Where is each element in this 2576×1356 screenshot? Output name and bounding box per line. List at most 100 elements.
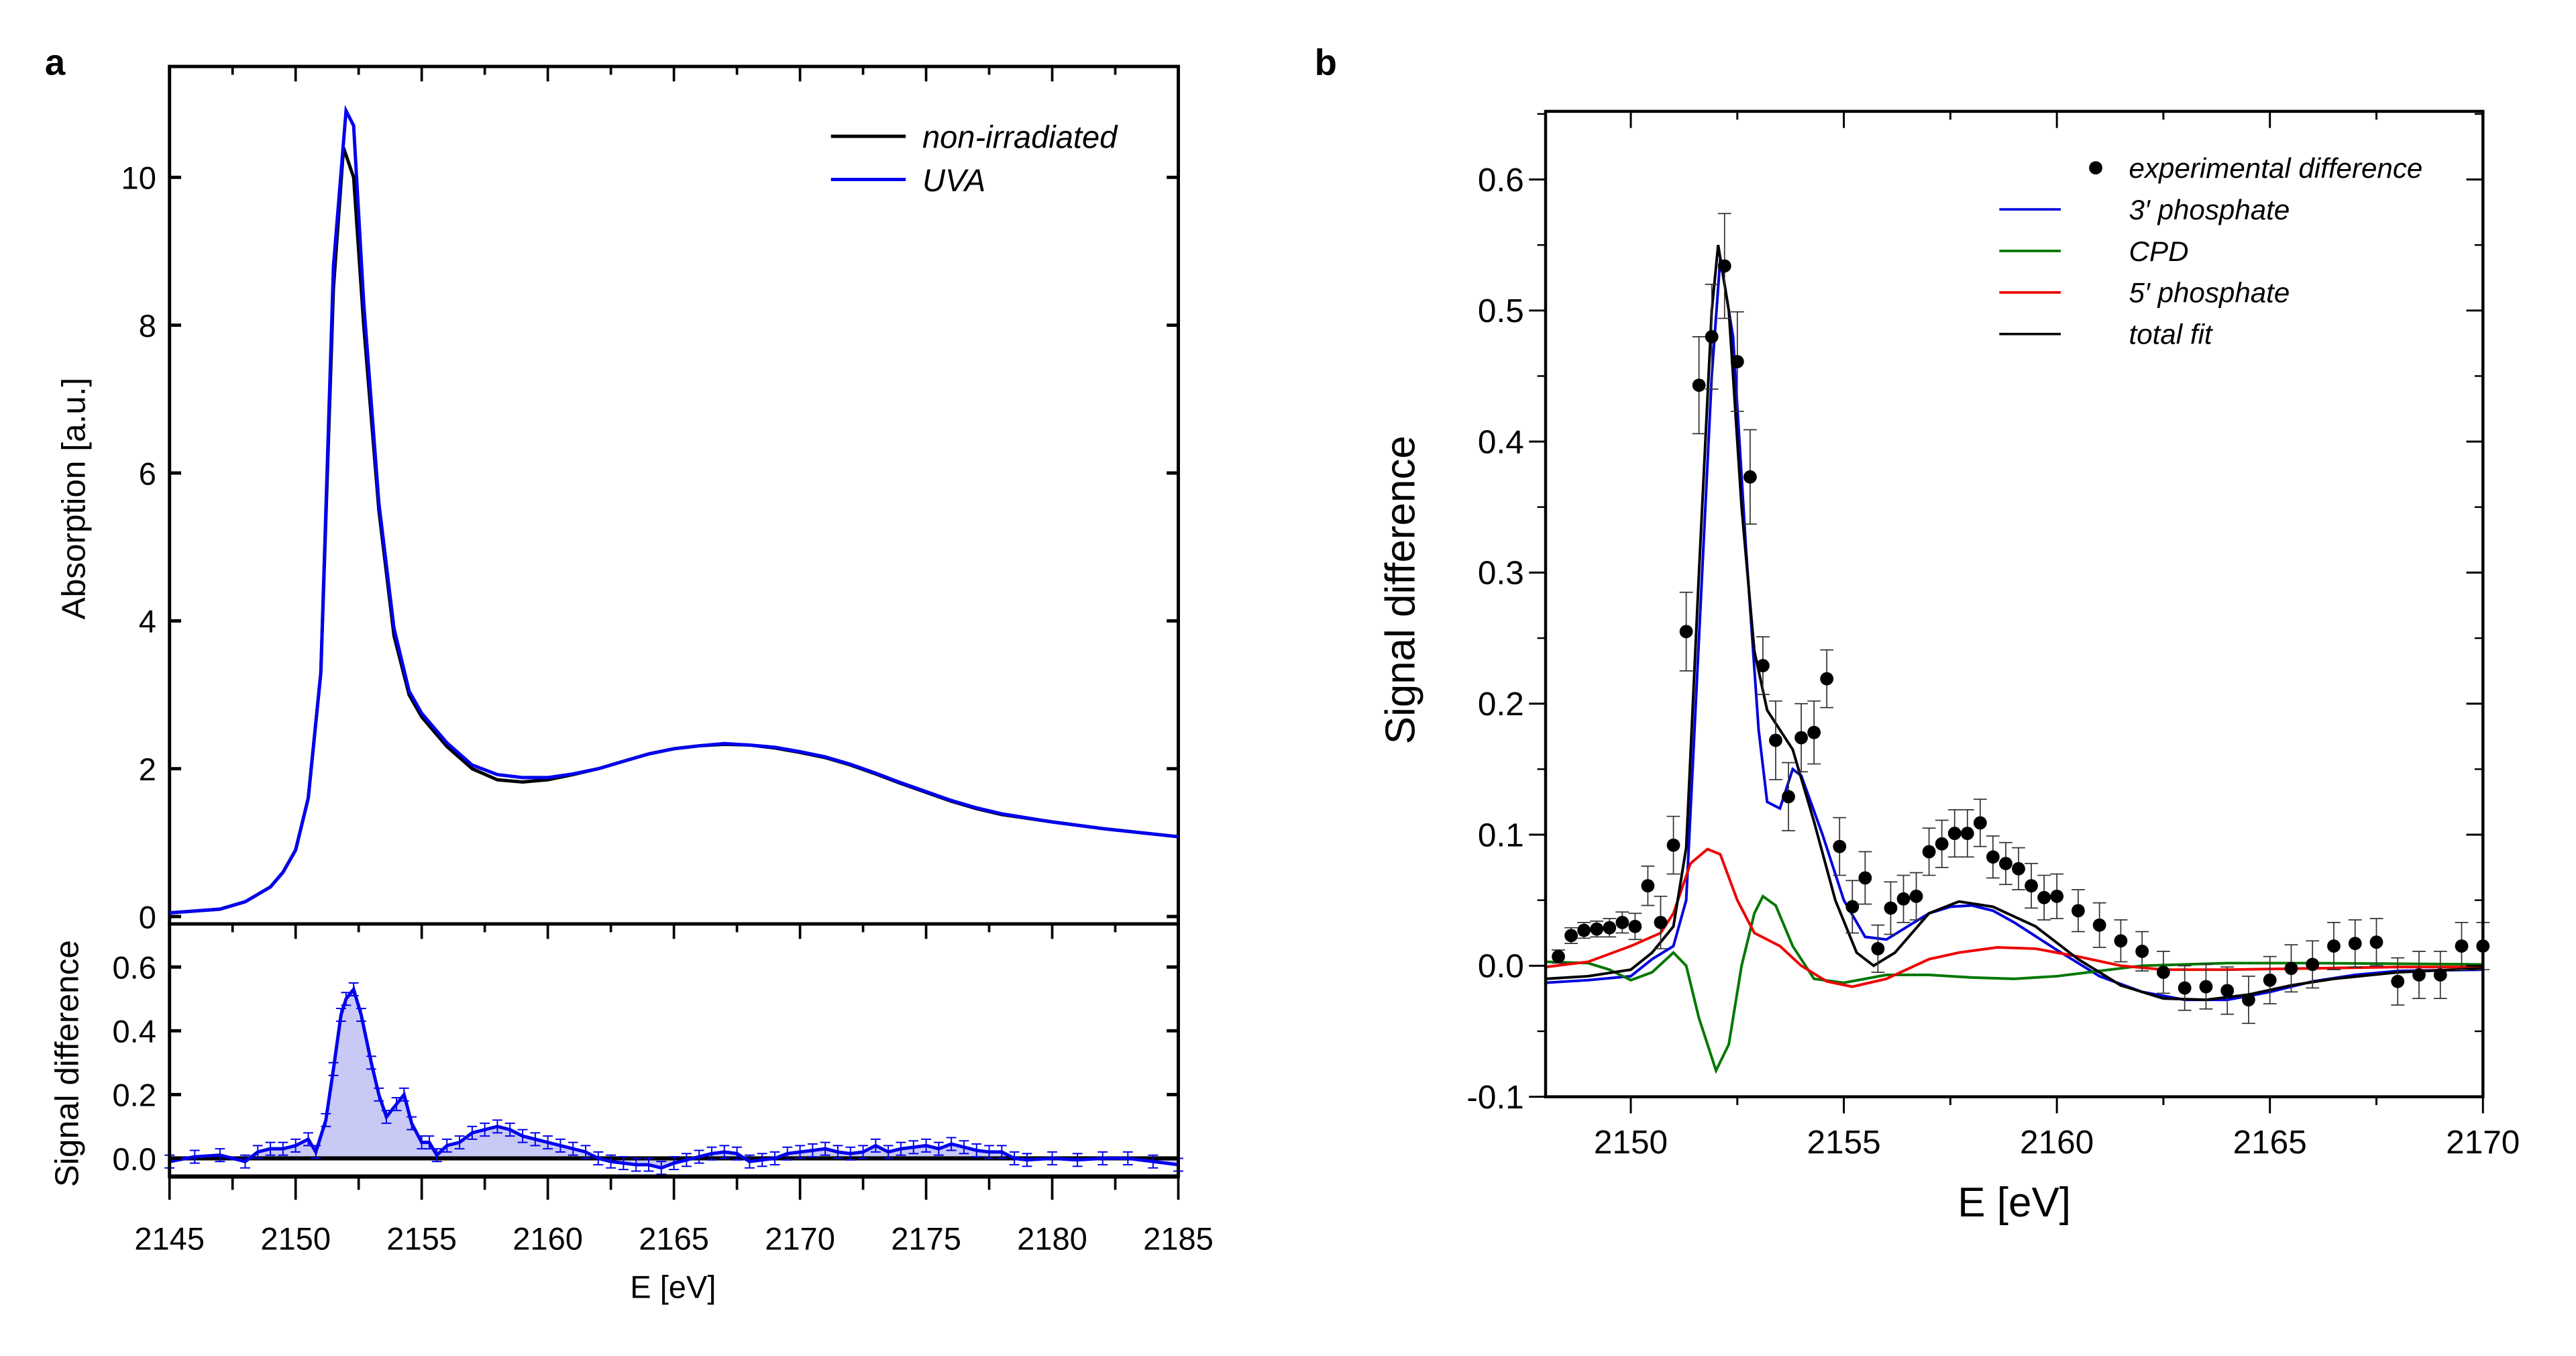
experimental-point [1654, 915, 1668, 929]
y-tick-label: 0 [139, 899, 156, 935]
panel-label-a: a [45, 42, 66, 83]
experimental-point [2263, 973, 2277, 987]
x-tick-label: 2170 [765, 1220, 835, 1256]
experimental-point [1564, 929, 1578, 943]
y-tick-label: 0.6 [112, 950, 156, 986]
legend-label-5-phosphate: 5′ phosphate [2129, 277, 2290, 309]
experimental-point [1833, 839, 1847, 853]
experimental-point [1730, 355, 1744, 368]
legend-label-non-irradiated: non-irradiated [922, 119, 1118, 154]
experimental-point [2071, 904, 2085, 918]
legend-label-total-fit: total fit [2129, 319, 2214, 350]
experimental-point [2114, 934, 2128, 948]
experimental-point [1743, 470, 1757, 484]
experimental-point [1986, 850, 2000, 864]
y-tick-label: 0.2 [112, 1078, 156, 1113]
experimental-point [2178, 981, 2192, 995]
experimental-point [2284, 961, 2298, 976]
y-tick-label: 10 [121, 160, 156, 196]
x-tick-label: 2155 [386, 1220, 457, 1256]
experimental-point [1794, 731, 1808, 745]
experimental-point [1615, 915, 1629, 929]
experimental-point [1577, 923, 1591, 937]
experimental-point [1999, 857, 2012, 870]
experimental-point [2412, 968, 2426, 982]
panel-a-absorption-plot: Absorption [a.u.] non-irradiated UVA 0 2 4… [55, 64, 1180, 935]
experimental-point [2025, 879, 2038, 893]
fit-line-cpd [1545, 894, 2483, 1074]
experimental-point [1909, 889, 1923, 903]
y-tick-label: 0.0 [112, 1141, 156, 1177]
experimental-point [1679, 625, 1693, 639]
legend: non-irradiated UVA [830, 119, 1118, 198]
y-tick-label: 0.1 [1478, 817, 1524, 853]
y-tick-label: 4 [139, 604, 156, 639]
x-tick-label: 2165 [2233, 1124, 2307, 1161]
y-tick-label: 0.2 [1478, 686, 1524, 723]
experimental-point [1552, 949, 1565, 963]
y-tick-label: 2 [139, 751, 156, 787]
experimental-point [2135, 944, 2149, 958]
x-tick-label: 2160 [2020, 1124, 2094, 1161]
panel-b-fit-plot: Signal difference E [eV] experimental di… [1377, 109, 2520, 1226]
x-tick-label: 2175 [891, 1220, 961, 1256]
fit-line-total-fit [1545, 244, 2483, 1002]
experimental-point [1947, 827, 1962, 840]
experimental-point [1666, 838, 1680, 852]
y-tick-label: 0.4 [1478, 423, 1524, 460]
experimental-point [2037, 890, 2051, 904]
experimental-point [1820, 672, 1834, 686]
experimental-point [2327, 939, 2341, 953]
series-line-uva [169, 105, 1179, 915]
y-tick-label: 6 [139, 456, 156, 491]
panel-label-b: b [1315, 42, 1337, 83]
experimental-point [1590, 922, 1604, 936]
x-tick-label: 2150 [260, 1220, 331, 1256]
experimental-point [1756, 659, 1770, 672]
experimental-point [1935, 837, 1949, 851]
experimental-point [1705, 329, 1719, 344]
y-axis-label: Signal difference [1377, 435, 1424, 744]
plot-frame [168, 64, 1180, 926]
experimental-point [2455, 939, 2469, 953]
experimental-point [2369, 935, 2383, 949]
y-tick-label: 0.4 [112, 1014, 156, 1049]
experimental-point [2012, 862, 2025, 876]
experimental-point [1871, 942, 1885, 955]
experimental-point [2092, 918, 2106, 932]
legend: experimental difference 3′ phosphate CPD… [1999, 152, 2422, 350]
x-tick-label: 2165 [639, 1220, 709, 1256]
legend-marker-experimental [2089, 161, 2102, 175]
x-tick-label: 2145 [134, 1220, 205, 1256]
x-tick-label: 2150 [1594, 1124, 1668, 1161]
experimental-point [1769, 733, 1782, 747]
x-tick-label: 2185 [1143, 1220, 1214, 1256]
x-tick-label: 2160 [513, 1220, 583, 1256]
experimental-point [1896, 892, 1911, 906]
experimental-point [1845, 900, 1860, 914]
experimental-point [2391, 974, 2405, 988]
y-tick-label: 8 [139, 308, 156, 344]
series-line-non-irradiated [169, 147, 1179, 915]
y-tick-label: 0.5 [1478, 293, 1524, 329]
experimental-point [1858, 871, 1872, 885]
x-axis-label: E [eV] [630, 1269, 716, 1304]
experimental-point [2050, 889, 2064, 903]
x-tick-label: 2155 [1807, 1124, 1880, 1161]
y-axis-label: Signal difference [48, 940, 85, 1187]
y-tick-label: 0.0 [1478, 948, 1524, 985]
experimental-point [1782, 790, 1795, 804]
legend-label-experimental: experimental difference [2129, 152, 2423, 184]
experimental-point [1692, 378, 1706, 393]
experimental-point [1641, 879, 1655, 893]
legend-label-3-phosphate: 3′ phosphate [2129, 194, 2290, 225]
experimental-point [1628, 919, 1642, 933]
experimental-point [2242, 993, 2255, 1007]
experimental-point [1603, 921, 1617, 935]
experimental-point [2306, 957, 2320, 972]
experimental-point [1807, 725, 1821, 739]
y-tick-label: -0.1 [1466, 1079, 1523, 1116]
panel-a-difference-plot: Signal difference E [eV] 0.0 0.2 0.4 0.6 214… [48, 922, 1214, 1304]
y-axis-label: Absorption [a.u.] [55, 378, 92, 620]
